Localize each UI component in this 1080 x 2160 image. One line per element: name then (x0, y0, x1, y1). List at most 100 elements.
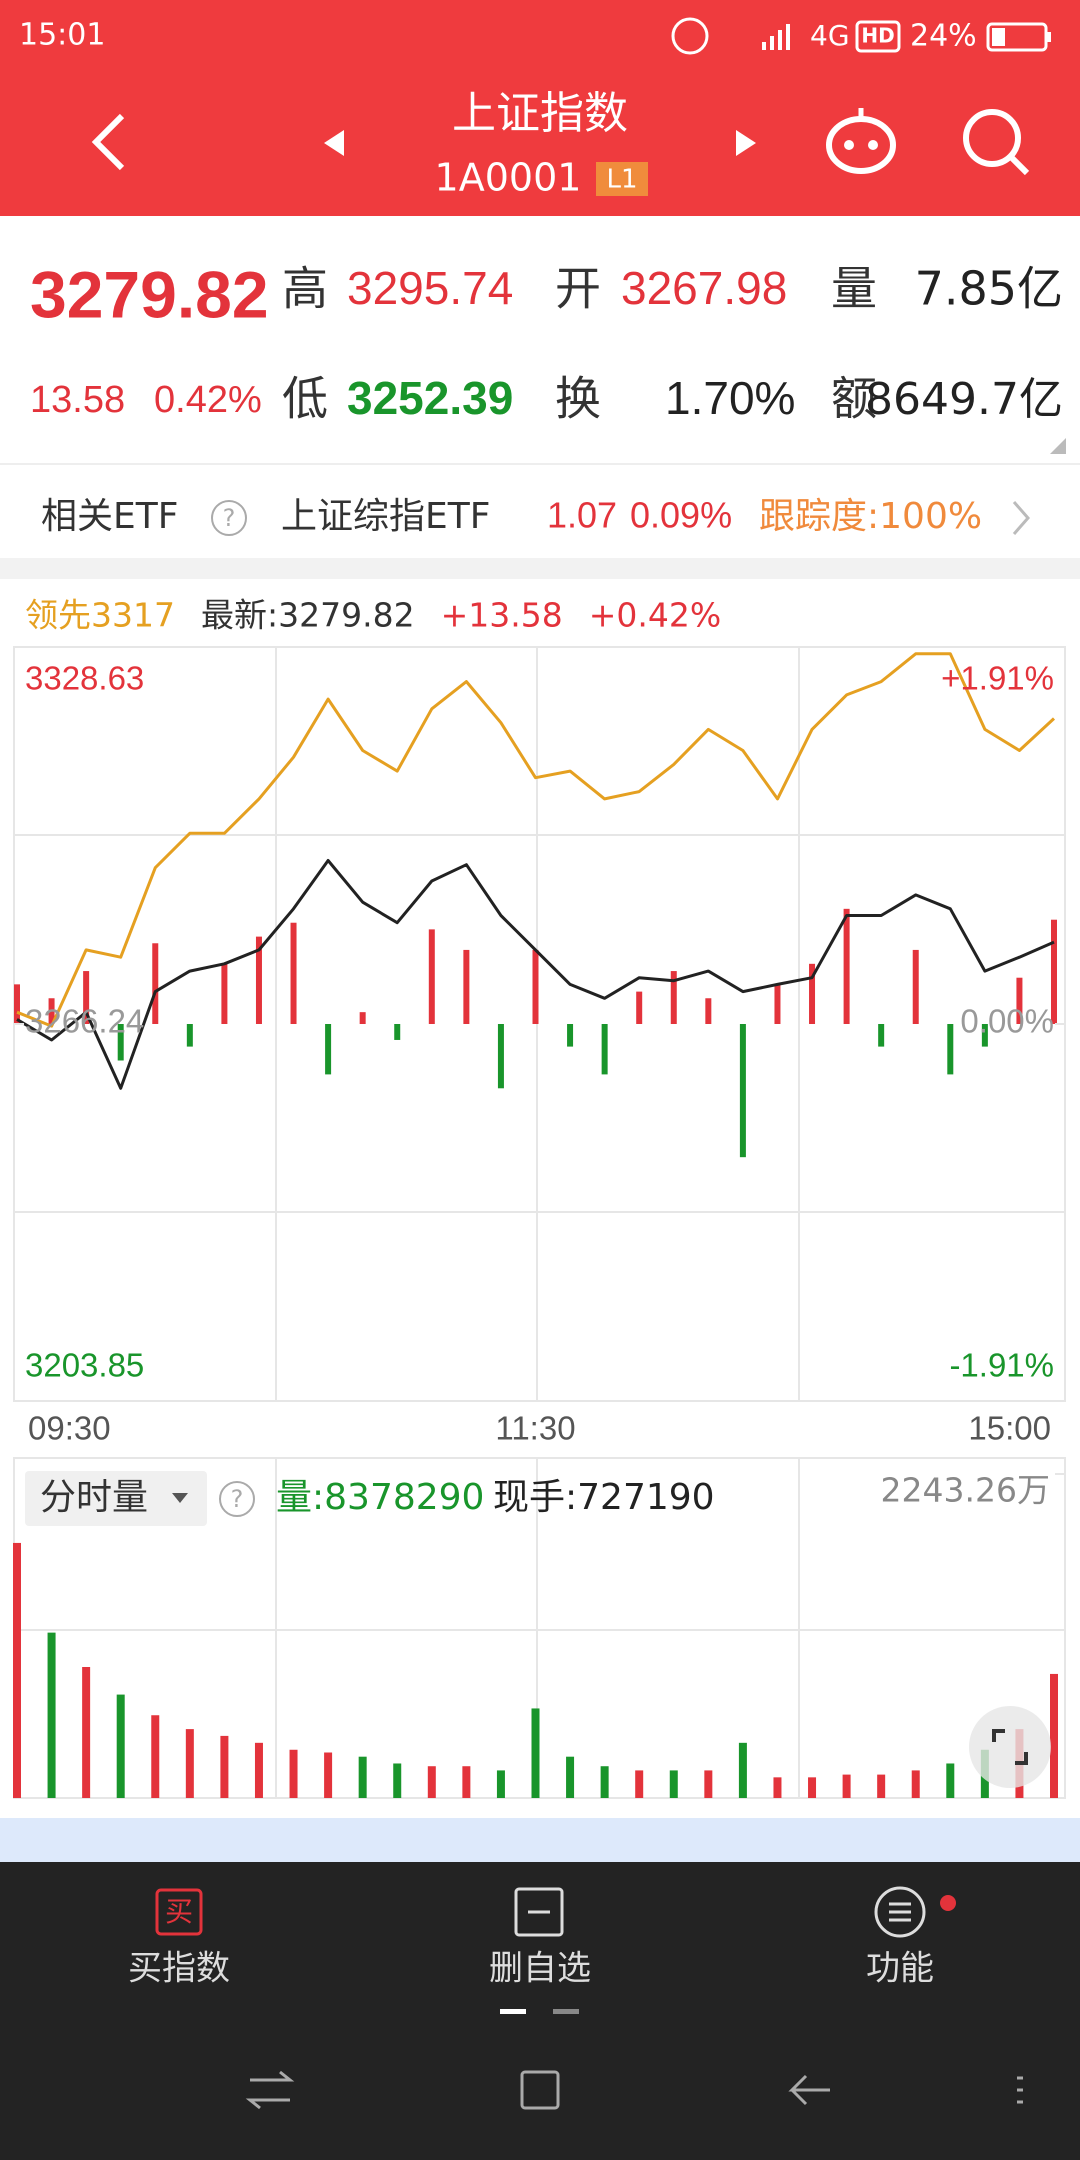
volume-bar (496, 1770, 505, 1798)
high: 3295.74 (347, 262, 513, 314)
diff-bar (843, 908, 850, 1024)
nav-label: 删自选 (489, 1949, 591, 1989)
battery-tip (1047, 32, 1051, 42)
x-tick-label: 11:30 (495, 1410, 575, 1447)
y-tick-label: 3203.85 (25, 1347, 144, 1384)
etf-tracking: 跟踪度:100% (759, 496, 982, 537)
diff-bar (705, 998, 712, 1024)
bottom-nav (0, 1862, 1080, 2160)
section-gap (0, 558, 1080, 579)
help: ? (231, 1485, 244, 1513)
nav-function[interactable]: 功能 (866, 1886, 956, 1989)
etf-row[interactable]: 相关ETF ? 上证综指ETF 1.07 0.09% 跟踪度:100% (41, 495, 1030, 537)
robot-button[interactable] (826, 108, 896, 174)
volume-chart: 分时量 ? 量:8378290 现手:727190 2243.26万 (13, 1457, 1066, 1799)
help-icon[interactable] (219, 1481, 255, 1517)
price-line (16, 859, 1055, 1090)
diff-bar (1016, 977, 1023, 1024)
back-button[interactable] (91, 113, 125, 171)
status-icon (671, 17, 709, 55)
chart-header: 最新:3279.82 (201, 596, 415, 635)
diff-bar (255, 936, 262, 1024)
volume-bar (462, 1766, 471, 1798)
diff-bar (359, 1012, 366, 1024)
chevron (1012, 501, 1030, 535)
dropdown-arrow (172, 1493, 188, 1503)
volume-bar (254, 1742, 263, 1798)
volume-bar (946, 1763, 955, 1798)
hand-text: 现手:727190 (493, 1477, 715, 1518)
diff-bar (325, 1024, 332, 1075)
sys-back[interactable] (788, 2074, 830, 2106)
diff-bar (601, 1024, 608, 1075)
nav-remove[interactable]: 删自选 (489, 1887, 591, 1989)
badge-bg (596, 162, 648, 196)
etf-price: 1.07 (547, 495, 617, 536)
volume-bar (116, 1694, 125, 1798)
sys-switch[interactable] (245, 2070, 295, 2110)
price: 3279.82 (30, 257, 269, 331)
diff-bar (152, 943, 159, 1024)
battery-icon (986, 22, 1048, 52)
etf-label: 相关ETF (41, 496, 178, 537)
diff-bar (878, 1024, 885, 1047)
label: 换 (555, 372, 601, 426)
volume-bar (220, 1735, 229, 1798)
page-dot (553, 2009, 579, 2014)
volume-bar (82, 1666, 91, 1798)
search-button[interactable] (963, 109, 1030, 176)
volume-bar (358, 1756, 367, 1798)
diff-bar (463, 949, 470, 1024)
diff-bar (670, 971, 677, 1024)
volume-bar (911, 1770, 920, 1798)
volume-bar (842, 1774, 851, 1798)
help-icon (211, 500, 247, 536)
help: ? (223, 504, 236, 532)
volume-bar (1050, 1673, 1058, 1798)
diff-bar (221, 963, 228, 1024)
prev-button[interactable] (324, 130, 344, 156)
diff-bar (1051, 919, 1057, 1024)
sys-home[interactable] (520, 2070, 560, 2110)
diff-bar (567, 1024, 574, 1047)
label: 高 (282, 262, 328, 316)
sys-menu[interactable] (1017, 2076, 1023, 2104)
nav-icon-text: 买 (165, 1895, 193, 1928)
y2-tick-label: 0.00% (960, 1003, 1054, 1040)
selector-bg (25, 1471, 207, 1526)
volume-bar (185, 1729, 194, 1798)
diff-bar (981, 1024, 988, 1047)
expand-icon (992, 1729, 1028, 1765)
volume-text: 量:8378290 (276, 1477, 484, 1518)
nav-label: 买指数 (128, 1949, 230, 1989)
search-handle (1008, 154, 1030, 176)
diff-bar (14, 984, 20, 1024)
nav-icon (874, 1886, 926, 1938)
volume-bar (635, 1770, 644, 1798)
battery-level (992, 28, 1005, 46)
volume-bar (773, 1777, 782, 1798)
expand-button[interactable] (969, 1706, 1051, 1788)
nav-label: 功能 (866, 1949, 934, 1989)
diff-bar (394, 1024, 401, 1040)
volume: 7.85亿 (915, 262, 1063, 316)
etf-pct: 0.09% (630, 495, 732, 536)
volume-bar (289, 1749, 298, 1798)
y-tick-label: 2243.26万 (881, 1471, 1050, 1510)
label: 低 (282, 372, 328, 426)
volume-bar (704, 1770, 713, 1798)
nav-buy[interactable]: 买 买指数 (128, 1888, 230, 1989)
volume-title: 分时量 (40, 1477, 148, 1518)
diff-bar (636, 991, 643, 1024)
diff-bar (497, 1024, 504, 1089)
volume-selector[interactable]: 分时量 (25, 1471, 207, 1526)
chart-header: +0.42% (589, 596, 721, 635)
robot-eye (844, 140, 854, 150)
banner[interactable] (0, 1818, 1080, 1862)
volume-bar (324, 1752, 333, 1798)
label: 量 (831, 262, 877, 316)
volume-bar (47, 1632, 56, 1798)
next-button[interactable] (736, 130, 756, 156)
volume-bar (808, 1777, 817, 1798)
